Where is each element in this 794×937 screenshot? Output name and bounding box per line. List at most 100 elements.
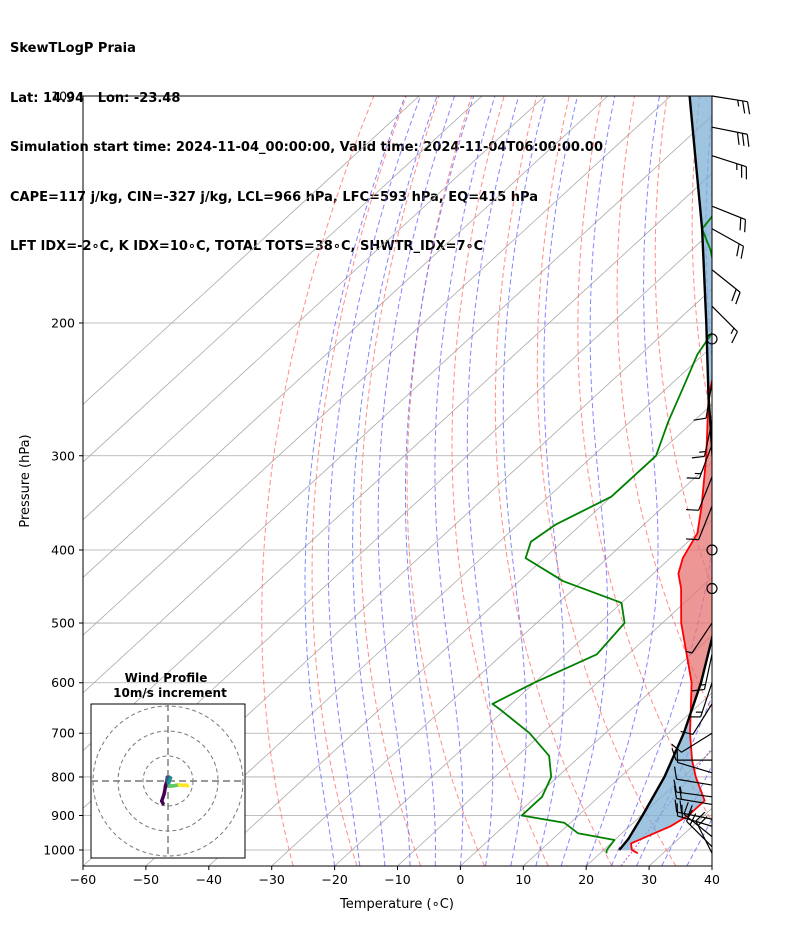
- dry-adiabat: [763, 96, 794, 866]
- wind-barb: [671, 732, 713, 753]
- isotherm-line: [83, 96, 671, 636]
- wind-barb: [673, 779, 713, 798]
- wind-barb: [691, 421, 713, 459]
- y-tick-label: 400: [51, 542, 75, 557]
- isotherm-line: [460, 634, 712, 866]
- x-tick-label: −60: [70, 872, 96, 887]
- x-tick-label: −50: [133, 872, 159, 887]
- barb-flag: [685, 538, 699, 541]
- barb-shaft: [703, 421, 713, 457]
- y-tick-label: 900: [51, 808, 75, 823]
- wind-barb: [691, 654, 713, 692]
- barb-half-flag: [699, 683, 706, 686]
- dewpoint-profile-line: [491, 215, 712, 854]
- barb-half-flag: [699, 450, 706, 453]
- barb-flag: [685, 508, 699, 511]
- x-tick-label: 0: [456, 872, 464, 887]
- cape-line: CAPE=117 j/kg, CIN=-327 j/kg, LCL=966 hP…: [10, 189, 538, 205]
- barb-flag: [746, 134, 750, 147]
- inset-title: Wind Profile: [125, 671, 208, 685]
- barb-shaft: [711, 155, 747, 168]
- isotherm-line: [83, 96, 546, 521]
- moist-adiabat: [535, 96, 578, 866]
- dry-adiabat: [536, 96, 677, 866]
- x-tick-label: 30: [641, 872, 657, 887]
- wind-barb: [711, 126, 750, 147]
- wind-barb: [671, 747, 712, 761]
- barb-shaft: [711, 305, 738, 333]
- parcel-profile-line: [618, 96, 712, 851]
- isotherm-line: [523, 692, 712, 866]
- wind-barb: [685, 506, 713, 541]
- wind-barb: [711, 228, 745, 259]
- barb-flag: [687, 805, 693, 818]
- dry-adiabat: [406, 96, 485, 866]
- x-tick-label: −20: [321, 872, 347, 887]
- barb-flag: [731, 288, 737, 302]
- location-line: Lat: 14.94 Lon: -23.48: [10, 90, 181, 106]
- moist-adiabat: [434, 96, 496, 866]
- wind-barb: [680, 703, 713, 735]
- barb-flag: [679, 800, 683, 814]
- barb-shaft: [681, 732, 713, 753]
- wind-barb: [711, 305, 738, 344]
- barb-shaft: [677, 815, 713, 827]
- barb-flag: [742, 100, 746, 114]
- moist-adiabat: [585, 96, 660, 866]
- moist-adiabat: [466, 96, 520, 866]
- barb-half-flag: [737, 100, 740, 107]
- inset-subtitle: 10m/s increment: [113, 686, 227, 700]
- x-tick-label: 10: [515, 872, 531, 887]
- moist-adiabat: [304, 96, 406, 866]
- barb-shaft: [686, 820, 713, 848]
- wind-barb: [685, 476, 713, 511]
- sounding-profiles: [491, 96, 712, 855]
- x-axis-label: Temperature (∘C): [339, 897, 454, 912]
- barb-shaft: [698, 444, 713, 479]
- moist-adiabat: [560, 96, 616, 866]
- isotherm-line: [271, 461, 712, 866]
- isotherm-line: [83, 96, 420, 405]
- barb-shaft: [711, 205, 746, 221]
- barb-flag: [691, 455, 705, 459]
- moist-adiabat: [352, 96, 438, 866]
- wind-barbs: [671, 95, 751, 854]
- barb-shaft: [703, 654, 713, 690]
- barb-shaft: [677, 761, 713, 774]
- barb-flag: [673, 779, 677, 793]
- plot-area: −60 −50 −40 −30 −20 −10 0 10 20 30 40 100 200 300 400…: [18, 89, 794, 912]
- barb-shaft: [711, 95, 748, 103]
- y-tick-label: 500: [51, 616, 75, 631]
- barb-flag: [691, 688, 705, 692]
- temperature-profile-line: [630, 376, 712, 855]
- background-grid: [83, 96, 794, 866]
- chart-header: SkewTLogP Praia Lat: 14.94 Lon: -23.48 S…: [10, 8, 603, 272]
- dry-adiabat: [728, 96, 794, 866]
- barb-shaft: [711, 228, 744, 247]
- index-line: LFT IDX=-2∘C, K IDX=10∘C, TOTAL TOTS=38∘…: [10, 239, 484, 254]
- y-tick-label: 300: [51, 448, 75, 463]
- barb-flag: [693, 417, 707, 421]
- isotherm-line: [334, 519, 712, 866]
- barb-flag: [671, 743, 682, 753]
- barb-flag: [673, 766, 678, 780]
- barb-flag: [731, 331, 738, 344]
- barb-half-flag: [685, 650, 693, 654]
- isotherm-line: [83, 115, 712, 694]
- dry-adiabat: [311, 96, 407, 866]
- barb-flag: [746, 101, 751, 115]
- barb-flag: [741, 133, 745, 146]
- isotherm-line: [83, 96, 609, 579]
- barb-flag: [740, 246, 745, 259]
- barb-flag: [744, 219, 747, 233]
- barb-shaft: [676, 791, 713, 798]
- barb-flag: [673, 785, 678, 799]
- barb-shaft: [691, 622, 713, 654]
- barb-flag: [735, 292, 741, 305]
- y-tick-label: 200: [51, 315, 75, 330]
- wind-barb: [711, 205, 747, 233]
- moist-adiabat: [502, 96, 547, 866]
- barb-shaft: [711, 126, 748, 135]
- y-tick-label: 100: [51, 89, 75, 104]
- wind-profile-inset: Wind Profile 10m/s increment: [90, 671, 246, 859]
